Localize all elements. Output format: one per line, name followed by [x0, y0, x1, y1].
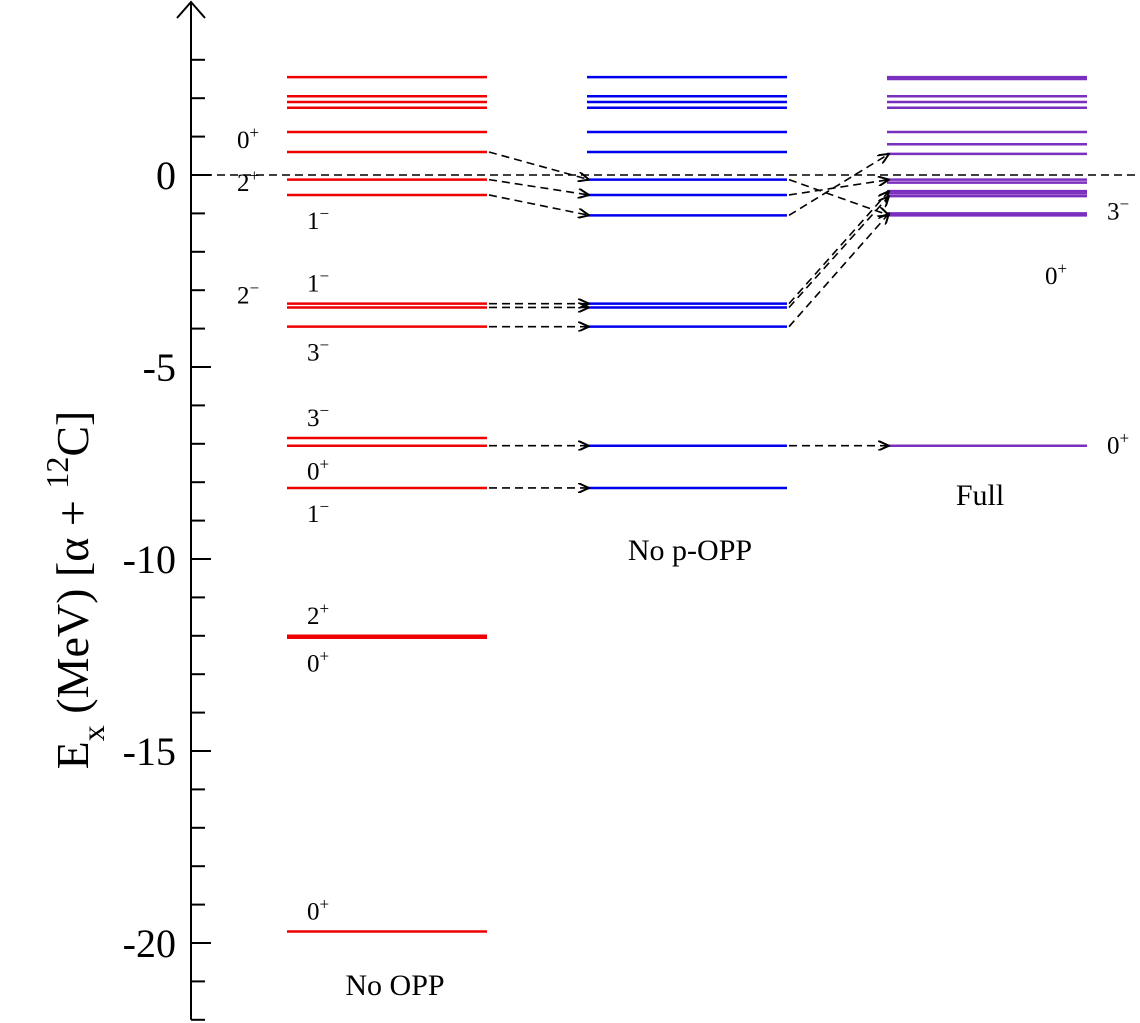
spin-parity-label: 1− [307, 204, 329, 235]
spin-parity-label: 1− [307, 497, 329, 528]
transition-arrow [788, 213, 889, 328]
transition-arrow [788, 180, 889, 196]
transition-arrow [488, 151, 589, 180]
spin-parity-label: 0+ [307, 455, 329, 486]
transition-arrow [788, 196, 889, 309]
levels-group [287, 75, 1087, 933]
transitions-group [488, 151, 889, 488]
y-axis-title: Ex (MeV) [α + 12C] [39, 411, 111, 770]
spin-parity-label: 0+ [307, 894, 329, 925]
transition-arrow [788, 191, 889, 305]
spin-parity-label: 2− [237, 278, 259, 309]
transition-arrow [788, 154, 889, 217]
spin-parity-label: 3− [1107, 194, 1129, 225]
y-tick-label: -5 [143, 345, 176, 390]
spin-parity-label: 0+ [1045, 259, 1067, 290]
spin-parity-label: 3− [307, 401, 329, 432]
y-axis: 0 -5 -10 -15 -20 [123, 0, 211, 1021]
column-label-nopopp: No p-OPP [628, 534, 752, 567]
spin-parity-label: 2+ [237, 166, 259, 197]
column-label-noopp: No OPP [345, 969, 444, 1002]
y-tick-label: -20 [123, 921, 176, 966]
y-tick-label: -15 [123, 729, 176, 774]
y-tick-label: 0 [156, 153, 176, 198]
y-axis-arrow [176, 0, 206, 19]
transition-arrow [488, 194, 589, 215]
transition-arrow [788, 178, 889, 216]
spin-parity-label: 0+ [307, 647, 329, 678]
spin-parity-label: 2+ [307, 599, 329, 630]
column-label-full: Full [956, 479, 1004, 512]
spin-parity-label: 1− [307, 267, 329, 298]
transition-arrow [488, 178, 589, 195]
labels-group: No OPP 0+ 2+ 1− 1− 2− 3− 3− 0+ 1− 2+ 0+ 0+ No p-OPP Fu… [237, 123, 1129, 1002]
spin-parity-label: 0+ [1107, 429, 1129, 460]
spin-parity-label: 3− [307, 336, 329, 367]
spin-parity-label: 0+ [237, 123, 259, 154]
y-tick-label: -10 [123, 537, 176, 582]
